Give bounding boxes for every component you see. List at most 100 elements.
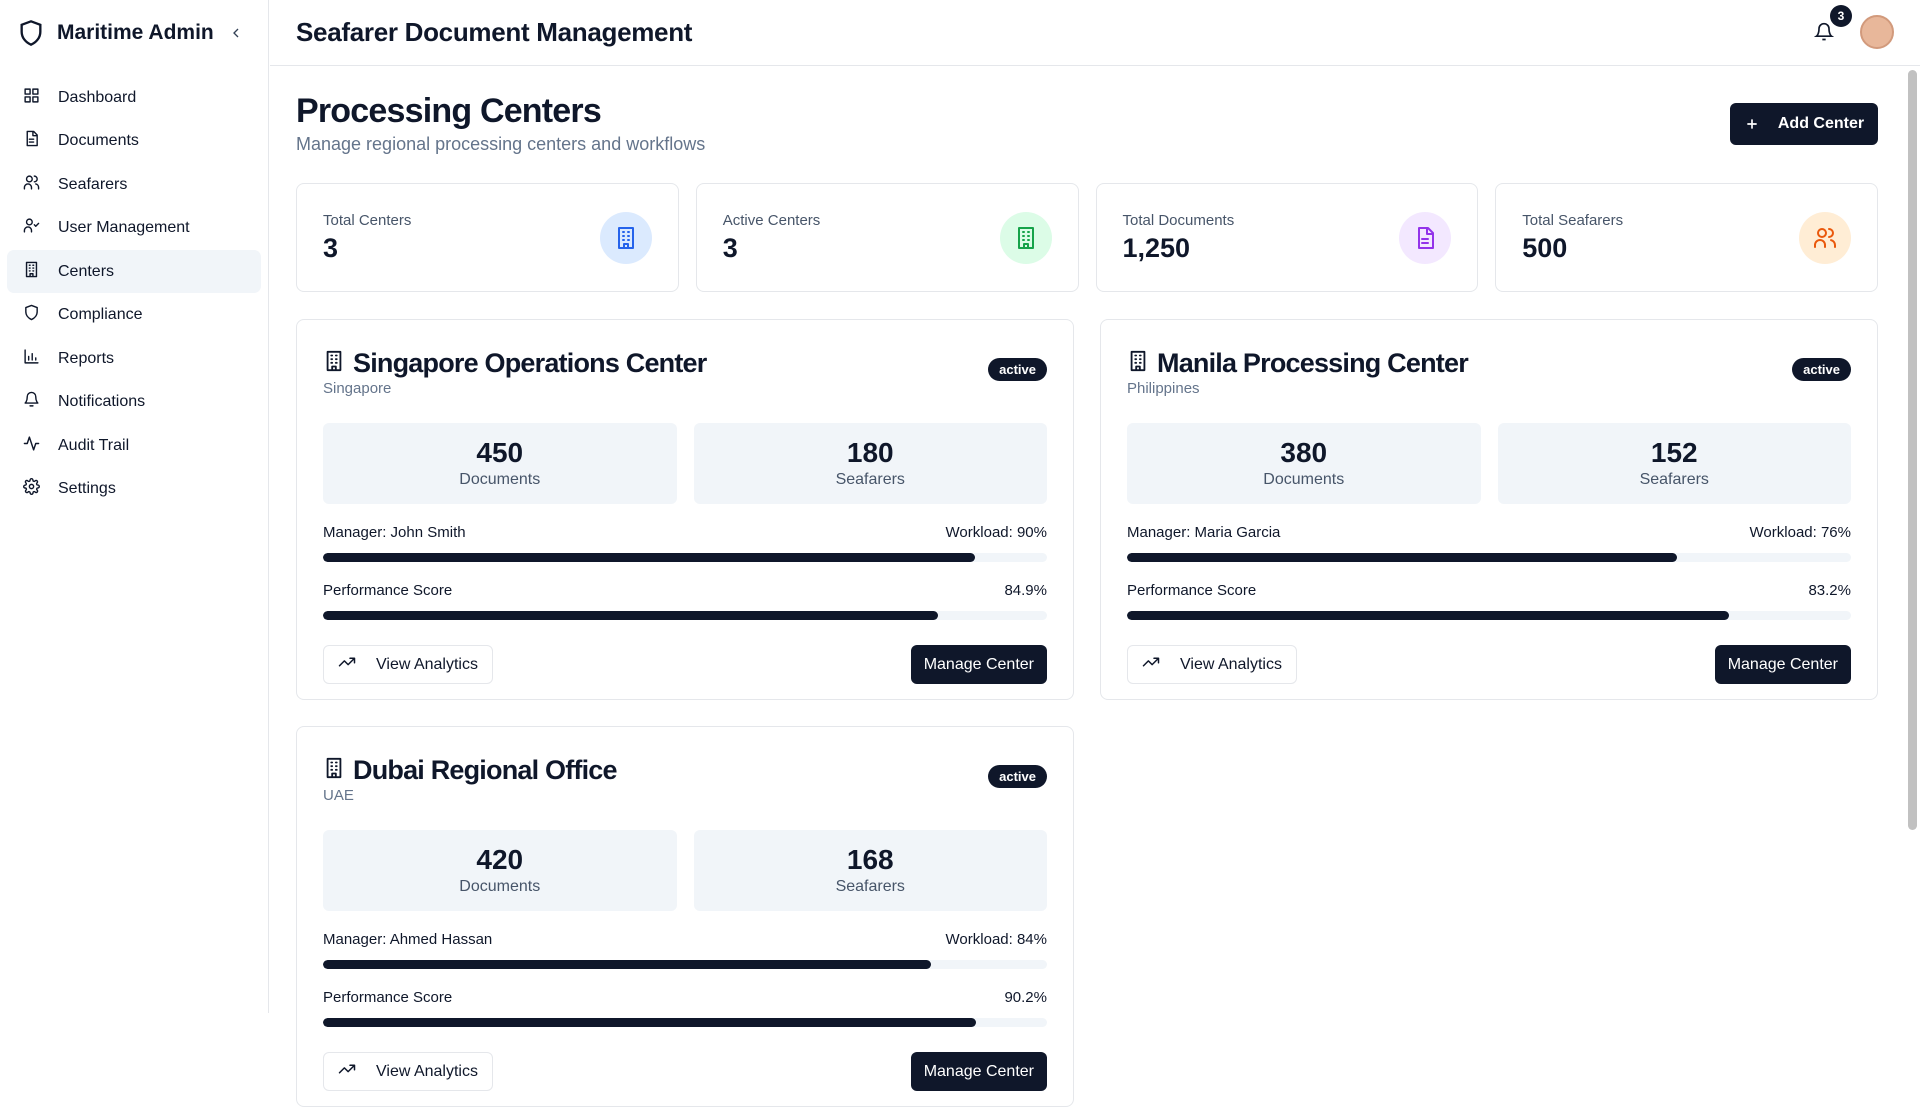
manage-center-button[interactable]: Manage Center (910, 1052, 1047, 1091)
stat-card: Active Centers 3 (695, 183, 1079, 292)
workload-label: Workload: 90% (945, 524, 1047, 541)
icon-path (25, 304, 38, 321)
nav-item[interactable]: Documents (7, 120, 261, 163)
icon-path (326, 757, 342, 779)
trend-icon (1142, 653, 1160, 676)
nav-item[interactable]: User Management (7, 207, 261, 250)
icon (24, 87, 39, 103)
metric-boxes: 450 Documents 180 Seafarers (323, 423, 1047, 504)
stat-icon (1399, 212, 1452, 264)
nav-label: Reports (58, 349, 115, 367)
view-analytics-button[interactable]: View Analytics (323, 645, 493, 684)
trend-icon (338, 653, 356, 676)
status-badge: active (988, 358, 1047, 381)
center-name: Manila Processing Center (1157, 348, 1469, 378)
sidebar: Maritime Admin Dashboard Documents Seafare… (0, 0, 269, 1013)
stat-label: Total Seafarers (1522, 212, 1624, 229)
manage-center-button[interactable]: Manage Center (910, 645, 1047, 684)
nav-icon (23, 174, 40, 196)
icon-path (24, 348, 39, 364)
metric-value: 168 (846, 844, 894, 875)
icon (23, 174, 40, 190)
nav-item[interactable]: Centers (7, 250, 261, 293)
nav-item[interactable]: Seafarers (7, 163, 261, 206)
stat-icon (999, 212, 1052, 264)
add-center-label: Add Center (1777, 115, 1865, 132)
view-analytics-button[interactable]: View Analytics (1127, 645, 1297, 684)
nav-icon (23, 217, 40, 239)
workload-bar (323, 960, 932, 969)
performance-bar (323, 1018, 977, 1027)
view-analytics-label: View Analytics (376, 1062, 478, 1080)
nav-item[interactable]: Settings (7, 468, 261, 511)
performance-track (323, 1018, 1047, 1027)
nav-label: Settings (58, 480, 116, 497)
icon-path (1814, 228, 1836, 248)
nav-item[interactable]: Dashboard (7, 76, 261, 119)
icon (1130, 350, 1146, 372)
page-title: Processing Centers (296, 92, 602, 130)
center-location: UAE (323, 787, 354, 804)
plus-icon (1747, 119, 1757, 129)
center-location: Philippines (1127, 380, 1200, 397)
manager: Manager: Ahmed Hassan (323, 931, 493, 948)
nav-item[interactable]: Notifications (7, 381, 261, 424)
nav-label: User Management (58, 219, 190, 236)
nav-item[interactable]: Compliance (7, 294, 261, 337)
metric-box: 180 Seafarers (693, 423, 1047, 504)
brand: Maritime Admin (0, 0, 268, 66)
center-cards: Singapore Operations Center Singapore acti… (296, 319, 1878, 1107)
stats: Total Centers 3 Active Centers 3 Total Docum… (296, 183, 1878, 292)
card-buttons: View Analytics Manage Center (323, 645, 1047, 684)
icon (338, 1064, 356, 1074)
metric-label: Documents (459, 471, 541, 488)
nav-icon (23, 478, 40, 500)
performance-label: Performance Score (323, 989, 453, 1006)
avatar[interactable] (1860, 15, 1894, 49)
metric-label: Seafarers (835, 471, 905, 488)
icon (1017, 227, 1034, 249)
nav-icon (23, 87, 40, 109)
scrollbar[interactable] (1908, 70, 1917, 830)
stat-value: 3 (722, 233, 738, 263)
nav-icon (23, 391, 40, 413)
notification-bell[interactable] (1814, 22, 1834, 42)
brand-name: Maritime Admin (57, 21, 214, 44)
workload-row: Manager: Maria Garcia Workload: 76% (1127, 524, 1851, 541)
nav-icon (23, 261, 40, 283)
icon-path (338, 1064, 356, 1074)
nav-item[interactable]: Audit Trail (7, 424, 261, 467)
card-buttons: View Analytics Manage Center (1127, 645, 1851, 684)
performance-row: Performance Score 90.2% (323, 989, 1047, 1006)
metric-box: 450 Documents (323, 423, 677, 504)
stat-label: Total Documents (1122, 212, 1235, 229)
icon-path (338, 657, 356, 667)
metric-value: 152 (1650, 437, 1698, 468)
workload-track (1127, 553, 1851, 562)
stat-icon (1799, 212, 1851, 264)
metric-label: Seafarers (835, 878, 905, 895)
nav-item[interactable]: Reports (7, 337, 261, 380)
performance-value: 84.9% (1004, 582, 1047, 599)
icon-path (23, 478, 40, 495)
stat-value: 500 (1522, 233, 1568, 263)
metric-box: 152 Seafarers (1497, 423, 1851, 504)
icon-path (326, 350, 342, 372)
collapse-button[interactable] (228, 25, 244, 41)
icon (25, 304, 38, 321)
manage-center-button[interactable]: Manage Center (1714, 645, 1851, 684)
metric-value: 420 (476, 844, 524, 875)
center-title: Manila Processing Center (1127, 348, 1851, 379)
workload-label: Workload: 76% (1749, 524, 1851, 541)
icon (617, 227, 634, 249)
icon-path (26, 130, 38, 147)
metric-value: 450 (476, 437, 524, 468)
stat-card: Total Seafarers 500 (1495, 183, 1878, 292)
header-title: Seafarer Document Management (296, 17, 693, 47)
view-analytics-button[interactable]: View Analytics (323, 1052, 493, 1091)
workload-label: Workload: 84% (945, 931, 1047, 948)
add-center-button[interactable]: Add Center (1730, 103, 1878, 145)
performance-track (323, 611, 1047, 620)
stat-icon (599, 212, 652, 264)
